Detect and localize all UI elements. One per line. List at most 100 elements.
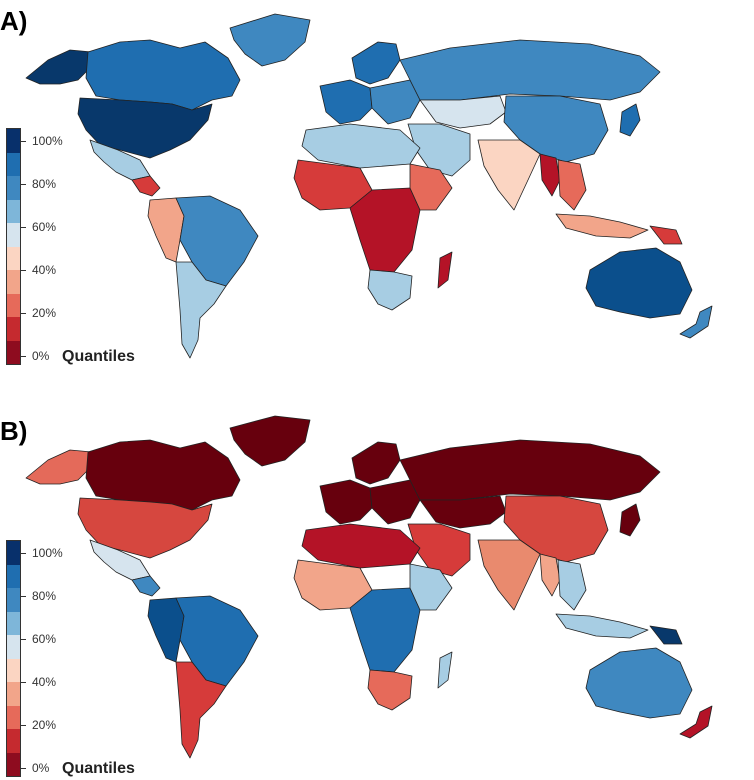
map-region-india: [477, 539, 541, 611]
map-region-usa: [77, 97, 213, 159]
map-region-central-asia: [419, 495, 507, 529]
panel-a: A) 100% 80% 60% 40% 20%: [0, 6, 713, 368]
map-region-australia: [585, 247, 693, 319]
legend-tick-label: 40%: [32, 675, 57, 689]
legend-tick: [21, 141, 26, 142]
panel-b: B) 100% 80% 60% 40% 20%: [0, 412, 754, 780]
map-region-south-africa: [367, 669, 413, 711]
map-region-australia: [585, 647, 693, 719]
map-region-west-africa: [293, 159, 373, 211]
color-legend: 100% 80% 60% 40% 20% 0% Quantiles: [6, 128, 156, 368]
legend-tick: [21, 768, 26, 769]
legend-tick: [21, 682, 26, 683]
map-region-greenland: [229, 415, 311, 467]
map-region-western-europe: [319, 479, 373, 525]
panel-label: A): [0, 6, 28, 36]
legend-tick-label: 80%: [32, 177, 57, 191]
legend-tick-label: 20%: [32, 306, 57, 320]
map-region-indonesia: [555, 613, 649, 639]
legend-tick-label: 100%: [32, 546, 63, 560]
legend-tick: [21, 184, 26, 185]
map-region-southeast-asia: [557, 159, 587, 211]
legend-swatch: [7, 752, 20, 776]
legend-tick: [21, 553, 26, 554]
legend-swatch: [7, 246, 20, 270]
map-region-scandinavia: [351, 441, 401, 485]
legend-title: Quantiles: [62, 348, 135, 365]
world-map: [25, 415, 713, 759]
map-region-png: [649, 225, 683, 245]
map-region-eastern-europe: [369, 79, 421, 125]
map-region-china: [503, 95, 609, 163]
legend-swatch: [7, 199, 20, 223]
map-region-west-africa: [293, 559, 373, 611]
map-region-western-europe: [319, 79, 373, 125]
legend-tick-label: 100%: [32, 134, 63, 148]
legend-swatch: [7, 223, 20, 247]
legend-tick: [21, 313, 26, 314]
map-region-china: [503, 495, 609, 563]
map-region-central-america: [131, 575, 161, 597]
map-region-north-africa: [301, 523, 421, 569]
legend-swatch: [7, 635, 20, 659]
map-region-new-zealand: [679, 305, 713, 339]
world-map: [25, 13, 713, 359]
map-region-southern-cone: [175, 661, 227, 759]
map-region-southern-cone: [175, 261, 227, 359]
map-region-middle-east: [407, 523, 471, 577]
map-region-alaska: [25, 449, 93, 485]
legend-swatch: [7, 129, 20, 153]
legend-swatch: [7, 705, 20, 729]
panel-label: B): [0, 416, 28, 446]
map-region-myanmar: [539, 553, 561, 597]
legend-title: Quantiles: [62, 760, 135, 777]
legend-tick: [21, 356, 26, 357]
legend-swatch: [7, 152, 20, 176]
map-region-myanmar: [539, 153, 561, 197]
map-region-alaska: [25, 49, 93, 85]
legend-tick-label: 80%: [32, 589, 57, 603]
legend-tick-label: 40%: [32, 263, 57, 277]
legend-swatch: [7, 564, 20, 588]
legend-swatch: [7, 588, 20, 612]
map-region-madagascar: [437, 251, 453, 289]
legend-color-bar: [6, 540, 21, 777]
color-legend: 100% 80% 60% 40% 20% 0% Quantiles: [6, 540, 156, 780]
legend-swatch: [7, 658, 20, 682]
legend-tick: [21, 270, 26, 271]
map-region-png: [649, 625, 683, 645]
map-region-central-asia: [419, 95, 507, 129]
legend-tick-label: 60%: [32, 220, 57, 234]
map-region-greenland: [229, 13, 311, 67]
legend-swatch: [7, 682, 20, 706]
legend-swatch: [7, 541, 20, 565]
legend-swatch: [7, 270, 20, 294]
legend-swatch: [7, 317, 20, 341]
map-region-scandinavia: [351, 41, 401, 85]
map-region-central-africa: [349, 587, 421, 673]
map-region-india: [477, 139, 541, 211]
legend-swatch: [7, 729, 20, 753]
map-region-middle-east: [407, 123, 471, 177]
legend-tick: [21, 639, 26, 640]
map-region-japan: [619, 103, 641, 137]
legend-swatch: [7, 340, 20, 364]
map-region-southeast-asia: [557, 559, 587, 611]
map-region-south-africa: [367, 269, 413, 311]
map-region-central-america: [131, 175, 161, 197]
map-region-central-africa: [349, 187, 421, 273]
legend-tick-label: 60%: [32, 632, 57, 646]
legend-color-bar: [6, 128, 21, 365]
map-region-eastern-europe: [369, 479, 421, 525]
legend-swatch: [7, 176, 20, 200]
map-region-madagascar: [437, 651, 453, 689]
legend-tick-label: 0%: [32, 761, 50, 775]
map-region-east-africa: [409, 563, 453, 611]
legend-tick-label: 20%: [32, 718, 57, 732]
legend-tick: [21, 725, 26, 726]
map-region-indonesia: [555, 213, 649, 239]
map-region-japan: [619, 503, 641, 537]
legend-tick: [21, 227, 26, 228]
legend-tick: [21, 596, 26, 597]
map-region-usa: [77, 497, 213, 559]
